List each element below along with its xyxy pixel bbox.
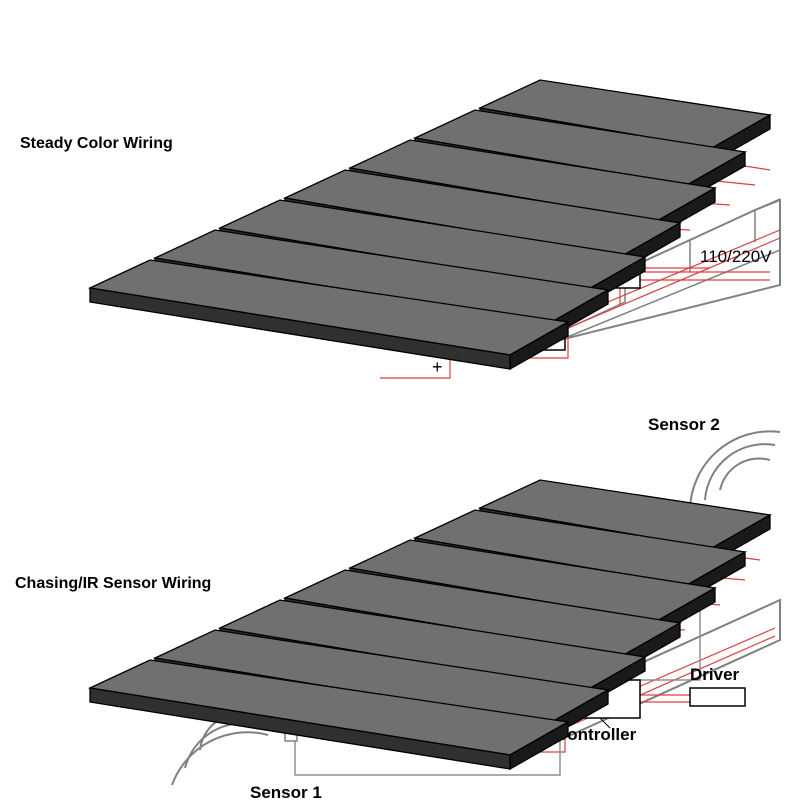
diagram1-title: Steady Color Wiring <box>20 135 173 153</box>
diagram1-group: Driver 110/220V - + <box>90 80 780 378</box>
diagram2-title: Chasing/IR Sensor Wiring <box>15 575 211 593</box>
wiring-diagram-canvas: Driver 110/220V - + <box>0 0 800 800</box>
d2-steps <box>90 480 770 769</box>
d2-driver-label: Driver <box>690 665 740 684</box>
d2-sensor2-arcs <box>690 431 780 510</box>
d2-driver-box <box>690 688 745 706</box>
d2-sensor2-label: Sensor 2 <box>648 415 720 434</box>
d2-sensor1-label: Sensor 1 <box>250 783 322 800</box>
d1-steps <box>90 80 770 369</box>
d1-plus-label: + <box>432 357 443 377</box>
diagram2-group: Sensor 2 Controller Driver <box>90 415 780 800</box>
d1-voltage-label: 110/220V <box>700 247 772 266</box>
